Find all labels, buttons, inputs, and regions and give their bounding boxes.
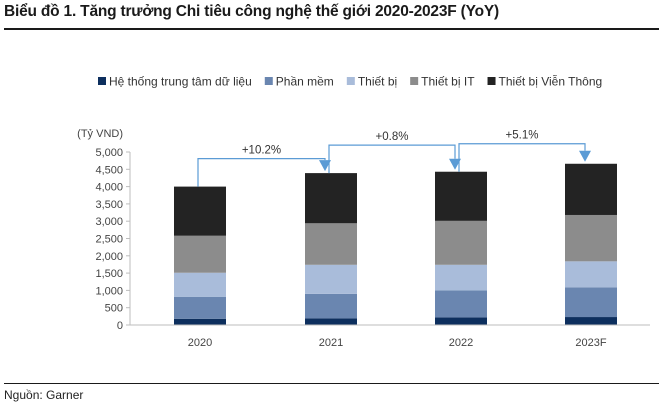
growth-arrow-head [579,150,591,162]
bar-segment [174,235,226,273]
legend-swatch [410,77,419,85]
legend-swatch [98,77,106,85]
y-tick-label: 2,500 [95,234,123,246]
chart-title: Biểu đồ 1. Tăng trưởng Chi tiêu công ngh… [4,3,659,30]
legend-label: Thiết bị [358,75,397,89]
y-tick-label: 2,000 [95,251,123,263]
legend-swatch [264,77,273,85]
growth-arrow-line [458,143,586,172]
chart-legend: Hệ thống trung tâm dữ liệu Phần mềm Thiết … [98,74,602,89]
bar-segment [174,186,226,236]
bar-segment [305,318,357,325]
y-tick-label: 4,500 [95,164,123,176]
bar-segment [174,296,226,319]
bar-segment [305,264,357,294]
bar-segment [435,317,487,325]
bar-segment [435,290,487,318]
legend-swatch [487,77,496,85]
legend-label: Phần mềm [276,75,334,89]
bar-segment [305,173,357,224]
growth-label: +10.2% [242,145,281,157]
y-axis-label: (Tỷ VND) [77,128,123,140]
bar-segment [565,261,617,288]
growth-arrow-line [328,144,456,174]
bar-segment [174,318,226,325]
legend-swatch [346,77,355,85]
source-divider [4,383,659,384]
bar-segment [435,171,487,221]
y-tick-label: 500 [105,303,123,315]
bar-segment [174,272,226,297]
x-axis: 2020 2021 2022 2023F [130,324,650,349]
bar-segment [565,214,617,262]
growth-arrow-head [319,160,331,172]
growth-arrow-head [449,158,461,170]
growth-annotations: +10.2% +0.8% +5.1% [197,130,591,187]
bar-segment [565,317,617,325]
x-tick-label: 2020 [188,337,212,349]
y-tick-label: 3,500 [95,199,123,211]
growth-arrow-line [197,158,326,187]
y-tick-label: 4,000 [95,182,123,194]
bar-segment [435,264,487,291]
y-tick-label: 0 [117,320,123,332]
bar-stacks [174,163,617,325]
y-tick-label: 5,000 [95,147,123,159]
y-tick-label: 3,000 [95,216,123,228]
legend-label: Thiết bị Viễn Thông [499,74,603,89]
x-tick-label: 2021 [319,337,343,349]
bar-segment [305,223,357,265]
y-tick-label: 1,500 [95,268,123,280]
bar-segment [565,287,617,318]
bar-segment [435,220,487,265]
y-tick-label: 1,000 [95,285,123,297]
x-tick-label: 2022 [449,337,473,349]
legend-label: Hệ thống trung tâm dữ liệu [109,75,252,89]
stacked-bar-chart: Hệ thống trung tâm dữ liệu Phần mềm Thiết … [77,74,650,349]
legend-label: Thiết bị IT [421,75,475,89]
bar-segment [565,163,617,215]
x-tick-label: 2023F [575,337,606,349]
source-note: Nguồn: Garner [4,388,84,402]
growth-label: +0.8% [376,131,409,143]
growth-label: +5.1% [506,130,539,142]
bar-segment [305,293,357,319]
y-axis: (Tỷ VND) 0 500 1,000 1,500 2,000 2,500 3,000 3,5… [77,128,131,332]
